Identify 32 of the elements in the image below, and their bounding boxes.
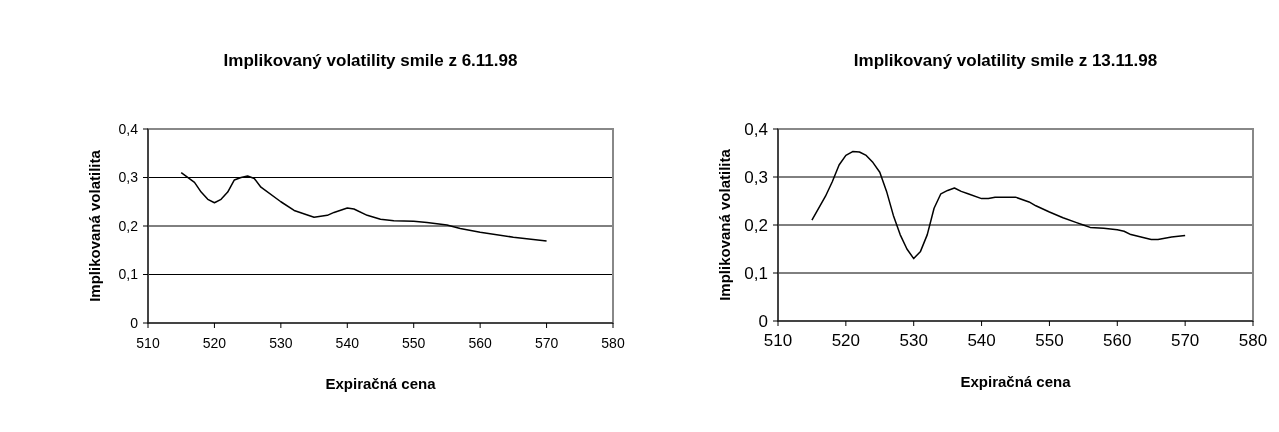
x-tick-label: 530 [269, 335, 293, 351]
y-tick-label: 0,3 [118, 169, 139, 186]
chart-title: Implikovaný volatility smile z 13.11.98 [853, 51, 1158, 70]
x-tick-label: 570 [1170, 331, 1200, 350]
y-tick-label: 0,4 [118, 120, 139, 137]
y-tick-label: 0 [130, 314, 139, 331]
y-tick-label: 0 [758, 311, 768, 331]
chart-title: Implikovaný volatility smile z 6.11.98 [223, 51, 518, 70]
x-tick-label: 560 [1103, 331, 1132, 350]
x-axis-title: Expiračná cena [960, 373, 1072, 390]
x-tick-label: 530 [899, 331, 928, 350]
y-tick-label: 0,2 [744, 215, 768, 235]
y-tick-label: 0,1 [118, 266, 139, 283]
x-tick-label: 580 [601, 335, 625, 351]
x-tick-label: 540 [967, 331, 996, 350]
x-tick-label: 550 [402, 335, 426, 351]
x-tick-label: 540 [335, 335, 360, 351]
y-axis-title: Implikovaná volatilita [86, 149, 103, 302]
y-tick-label: 0,2 [118, 217, 139, 234]
y-tick-label: 0,3 [744, 167, 768, 187]
x-tick-label: 510 [763, 331, 793, 350]
y-tick-label: 0,4 [744, 119, 768, 139]
x-tick-label: 570 [534, 335, 559, 351]
x-axis-title: Expiračná cena [325, 375, 437, 392]
x-tick-label: 560 [468, 335, 493, 351]
x-tick-label: 580 [1238, 331, 1268, 350]
x-tick-label: 510 [136, 335, 160, 351]
x-tick-label: 550 [1035, 331, 1064, 350]
y-axis-title: Implikovaná volatilita [716, 148, 733, 301]
x-tick-label: 520 [831, 331, 861, 350]
y-tick-label: 0,1 [744, 263, 768, 283]
x-tick-label: 520 [202, 335, 227, 351]
